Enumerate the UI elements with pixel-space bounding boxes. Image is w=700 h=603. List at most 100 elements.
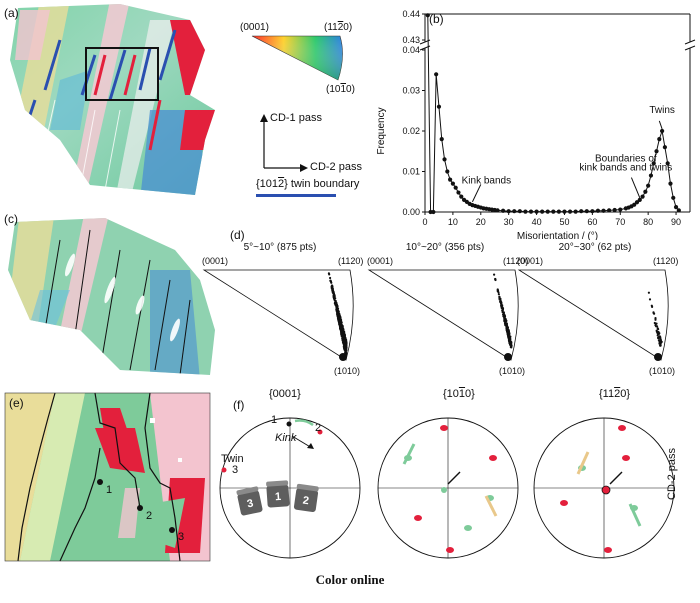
ipf-title: 5°~10° (875 pts) — [244, 242, 317, 253]
cd2-label: CD-2 pass — [310, 161, 362, 173]
x-axis-label: Misorientation / (°) — [517, 231, 598, 240]
data-point — [632, 202, 637, 207]
ipf-point — [655, 322, 658, 325]
ipf-label-0001: (0001) — [202, 256, 228, 266]
data-point — [512, 209, 517, 214]
ipf-point — [339, 324, 342, 327]
cd1-label: CD-1 pass — [270, 112, 322, 124]
x-tick-label: 90 — [671, 217, 681, 227]
x-tick-label: 40 — [532, 217, 542, 227]
ipf-point — [343, 341, 346, 344]
data-point — [601, 208, 606, 213]
data-point — [534, 209, 539, 214]
ipf-point — [656, 327, 659, 330]
ipf-point — [505, 319, 508, 322]
ipf-point — [340, 321, 343, 324]
y-tick-label: 0.03 — [402, 86, 420, 96]
pole-streak — [628, 503, 642, 527]
data-point — [448, 177, 453, 182]
data-point — [567, 209, 573, 214]
cube-top — [266, 480, 289, 487]
y-tick-label: 0.04 — [402, 45, 420, 55]
hcp-cube: 2 — [293, 483, 319, 513]
ipf-point — [500, 304, 503, 307]
twin-label: Twin — [221, 453, 244, 465]
ipf-point — [342, 335, 345, 338]
annotation-boundaries-arrow — [630, 177, 641, 199]
cube-face — [293, 487, 319, 513]
ipf-point — [656, 325, 659, 328]
data-point — [517, 209, 522, 214]
data-point — [648, 173, 654, 178]
ipf-label-11-20: (1120) — [338, 256, 363, 266]
ipf-point — [509, 343, 512, 346]
data-point — [590, 209, 595, 214]
ipf-point — [493, 273, 496, 276]
annotation-twins: Twins — [649, 105, 675, 116]
ipf-point — [654, 318, 657, 321]
ipf-point — [506, 326, 509, 329]
ipf-point — [659, 341, 662, 344]
panel-e-label: (e) — [9, 396, 24, 410]
e-point-3: 3 — [178, 531, 185, 543]
data-point — [646, 183, 651, 188]
pole-figures: 3 1 2 — [219, 417, 675, 559]
axis-break-right-2 — [684, 45, 696, 51]
data-point — [573, 209, 578, 214]
data-point — [450, 181, 455, 186]
cd2-side-label: CD-2 pass — [665, 448, 678, 500]
ipf-point — [510, 346, 513, 349]
ipf-point — [333, 294, 336, 297]
data-point — [445, 169, 450, 174]
pole-spot — [560, 500, 568, 506]
ipf-label-10-10: (1010) — [649, 366, 675, 376]
pole-spot — [464, 525, 472, 531]
annotation-kink-bands: Kink bands — [462, 176, 511, 187]
ipf-point — [329, 279, 332, 282]
panel-b: 0 10 20 30 40 50 60 70 80 90 0.00 0.01 0.02 0.03 0.04 0… — [370, 0, 700, 242]
panel-e: (e) 1 2 3 — [0, 388, 215, 566]
x-tick-label: 60 — [587, 217, 597, 227]
ipf-point — [496, 289, 500, 292]
data-point — [456, 190, 461, 195]
ipf-point — [330, 285, 333, 288]
x-tick-label: 10 — [448, 217, 458, 227]
ipf-point — [647, 291, 650, 294]
data-point — [495, 208, 500, 213]
ipf-point — [657, 330, 660, 334]
ipf-point — [339, 315, 342, 318]
ipf-triangle — [517, 269, 669, 361]
ipf-label-10-10: (1010) — [334, 366, 360, 376]
data-point — [431, 209, 436, 215]
direction-arrows: CD-1 pass CD-2 pass — [252, 100, 372, 190]
panel-d: (d) 5°~10° (875 pts) (0001) (1120) (1010) 10… — [200, 228, 700, 388]
ipf-point — [331, 287, 334, 291]
ipf-point — [502, 313, 505, 316]
pole-spot — [618, 425, 626, 431]
data-point — [643, 189, 648, 194]
ipf-cluster — [654, 353, 662, 361]
ipf-triangle — [367, 269, 519, 361]
data-point — [453, 185, 458, 190]
ipf-point — [657, 336, 660, 339]
ipf-point — [654, 317, 657, 320]
ipf-point — [344, 350, 347, 353]
ipf-cluster — [504, 353, 512, 361]
cube-face — [266, 484, 290, 508]
data-point — [612, 207, 617, 213]
ipf-point — [657, 333, 660, 336]
annotation-twins-arrow — [658, 120, 663, 130]
x-tick-label: 50 — [559, 217, 569, 227]
ipf-point — [497, 291, 500, 294]
ipf-point — [657, 339, 660, 342]
pole-title-10-10: {1010} — [443, 388, 475, 400]
y-tick-label: 0.02 — [402, 126, 420, 136]
pole-center-spot — [441, 487, 447, 493]
pole-spot — [604, 547, 612, 553]
data-point — [545, 209, 550, 214]
ipf-legend: (0001) (1120) (1010) — [240, 22, 370, 112]
y-tick-label: 0.01 — [402, 167, 420, 177]
pole-spot — [622, 455, 630, 461]
data-point — [562, 209, 567, 214]
twin-boundary-legend: {1012} twin boundary — [256, 178, 376, 208]
